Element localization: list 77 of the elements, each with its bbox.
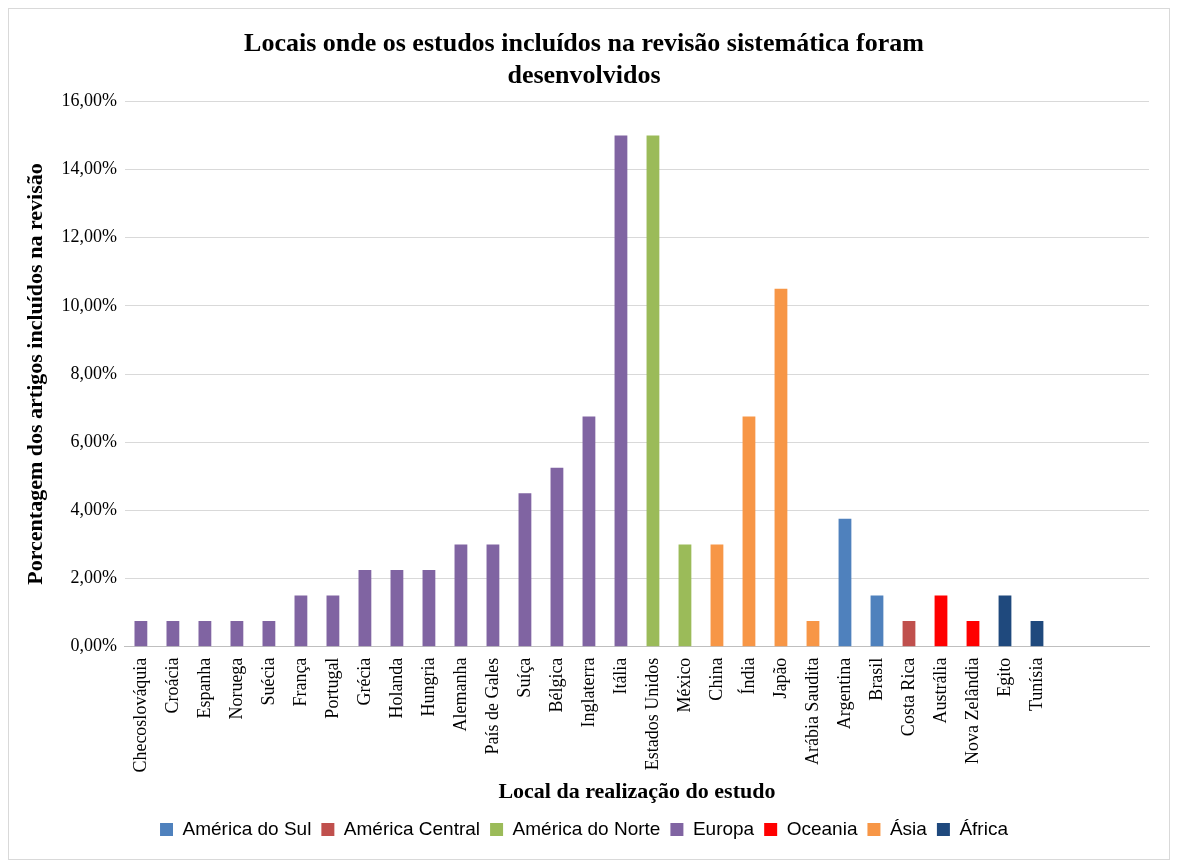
bar bbox=[902, 621, 916, 647]
x-tick-label: Costa Rica bbox=[897, 657, 918, 737]
bar bbox=[518, 493, 532, 647]
x-tick-label: França bbox=[289, 657, 310, 707]
x-tick-label: Holanda bbox=[385, 657, 406, 719]
x-tick-label: Japão bbox=[769, 657, 790, 699]
x-tick-label: Inglaterra bbox=[577, 657, 598, 728]
x-tick-label: Bélgica bbox=[545, 657, 566, 713]
legend-label: Ásia bbox=[889, 817, 928, 839]
legend-label: América do Norte bbox=[512, 817, 661, 839]
y-tick-label: 2,00% bbox=[70, 567, 117, 588]
bar bbox=[806, 621, 820, 647]
x-tick-label: Portugal bbox=[321, 657, 342, 719]
bar bbox=[486, 544, 500, 647]
bar bbox=[614, 135, 628, 647]
y-tick-label: 8,00% bbox=[70, 362, 117, 383]
legend-label: Oceania bbox=[786, 817, 858, 839]
chart-title: Locais onde os estudos incluídos na revisão sistemática foram desenvolvidos bbox=[244, 28, 925, 89]
y-tick-label: 0,00% bbox=[70, 635, 117, 656]
x-tick-label: Espanha bbox=[193, 657, 214, 719]
x-tick-label: Grécia bbox=[353, 657, 374, 706]
bar bbox=[294, 595, 308, 647]
y-tick-label: 16,00% bbox=[61, 90, 117, 111]
bar bbox=[582, 416, 596, 647]
bar bbox=[262, 621, 276, 647]
y-tick-label: 4,00% bbox=[70, 499, 117, 520]
x-tick-label: China bbox=[705, 657, 726, 701]
x-tick-label: Índia bbox=[736, 657, 758, 695]
x-tick-label: Arábia Saudita bbox=[801, 657, 822, 766]
y-tick-label: 10,00% bbox=[61, 294, 117, 315]
bar bbox=[230, 621, 244, 647]
bar bbox=[838, 518, 852, 647]
x-tick-label: Austrália bbox=[929, 657, 950, 724]
legend-label: América Central bbox=[343, 817, 481, 839]
x-tick-label: Brasil bbox=[865, 657, 886, 701]
bar bbox=[870, 595, 884, 647]
x-tick-label: México bbox=[673, 657, 694, 713]
x-tick-label: Croácia bbox=[161, 657, 182, 714]
x-axis-title: Local da realização do estudo bbox=[498, 778, 776, 804]
bar bbox=[390, 569, 404, 647]
bar bbox=[550, 467, 564, 647]
bar bbox=[998, 595, 1012, 647]
bar bbox=[966, 621, 980, 647]
y-axis-title: Porcentagem dos artigos incluídos na revisão bbox=[21, 163, 47, 585]
legend-label: América do Sul bbox=[182, 817, 312, 839]
bar bbox=[742, 416, 756, 647]
x-tick-label: Noruega bbox=[225, 657, 246, 720]
bar bbox=[358, 569, 372, 647]
x-tick-label: Estados Unidos bbox=[641, 657, 662, 771]
bar bbox=[198, 621, 212, 647]
x-tick-label: Suíça bbox=[513, 657, 534, 698]
x-tick-label: Alemanha bbox=[449, 657, 470, 732]
x-tick-label: Egito bbox=[993, 657, 1014, 697]
bar bbox=[454, 544, 468, 647]
x-tick-label: Hungria bbox=[417, 657, 438, 717]
bar bbox=[166, 621, 180, 647]
y-tick-label: 14,00% bbox=[61, 158, 117, 179]
bar bbox=[646, 135, 660, 647]
bar bbox=[422, 569, 436, 647]
bar bbox=[326, 595, 340, 647]
x-tick-label: Nova Zelândia bbox=[961, 657, 982, 765]
bar bbox=[134, 621, 148, 647]
x-tick-label: Suécia bbox=[257, 657, 278, 706]
x-tick-label: Checoslováquia bbox=[129, 657, 150, 773]
bar bbox=[934, 595, 948, 647]
y-tick-label: 12,00% bbox=[61, 226, 117, 247]
bar bbox=[678, 544, 692, 647]
bar bbox=[774, 288, 788, 647]
y-tick-label: 6,00% bbox=[70, 430, 117, 451]
bar bbox=[1030, 621, 1044, 647]
x-tick-label: Itália bbox=[609, 657, 630, 695]
x-tick-label: País de Gales bbox=[481, 657, 502, 755]
legend-label: Europa bbox=[692, 817, 755, 839]
x-tick-label: Tunísia bbox=[1025, 657, 1046, 711]
x-tick-label: Argentina bbox=[833, 657, 854, 730]
bar bbox=[710, 544, 724, 647]
legend-label: África bbox=[959, 817, 1009, 839]
